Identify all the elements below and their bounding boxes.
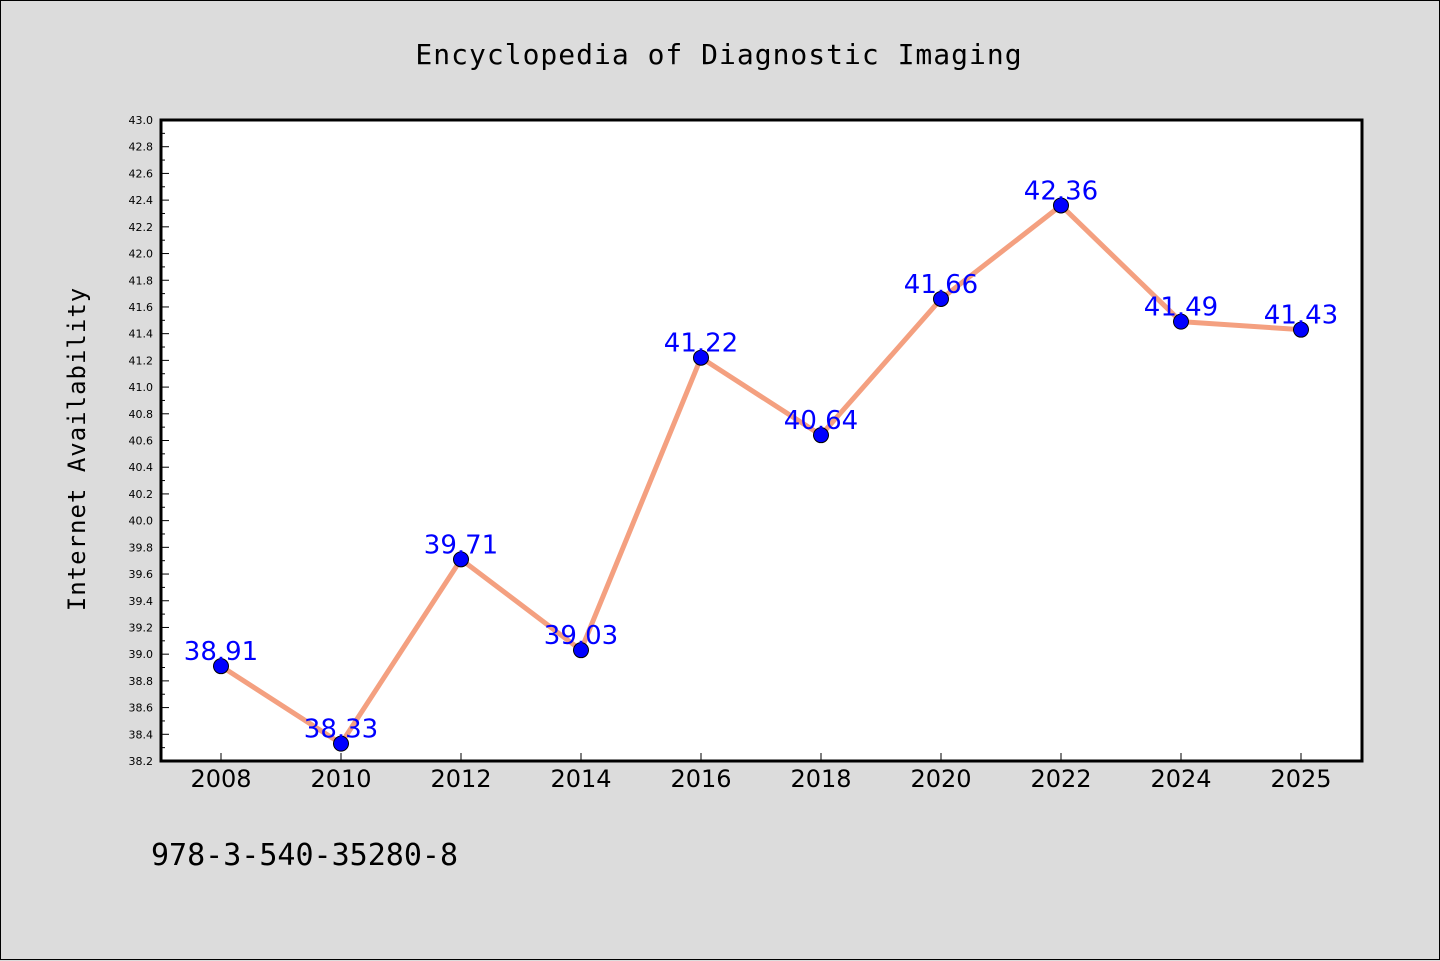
- y-tick-label: 40.8: [129, 408, 154, 421]
- y-tick-label: 42.4: [129, 194, 154, 207]
- x-tick-label: 2018: [790, 765, 851, 793]
- x-tick-label: 2008: [190, 765, 251, 793]
- x-tick-label: 2010: [310, 765, 371, 793]
- y-tick-label: 40.2: [129, 488, 154, 501]
- y-tick-label: 39.4: [129, 595, 154, 608]
- y-tick-label: 43.0: [129, 114, 154, 127]
- data-point: [1173, 313, 1189, 330]
- data-label: 40.64: [784, 406, 858, 436]
- data-label: 41.66: [904, 270, 978, 300]
- x-tick-label: 2024: [1150, 765, 1211, 793]
- y-tick-label: 41.8: [129, 274, 154, 287]
- y-tick-label: 39.8: [129, 541, 154, 554]
- data-point: [333, 735, 349, 752]
- y-tick-label: 38.4: [129, 728, 154, 741]
- data-label: 38.33: [304, 715, 378, 745]
- x-axis: 2008 2010 2012 2014 2016 2018 2020 2022 2024 2025: [190, 753, 1332, 793]
- y-tick-label: 41.2: [129, 354, 154, 367]
- series-line: [218, 202, 1304, 747]
- chart-title: Encyclopedia of Diagnostic Imaging: [415, 38, 1022, 71]
- data-label: 42.36: [1024, 176, 1098, 206]
- y-tick-label: 40.6: [129, 435, 154, 448]
- y-tick-label: 42.8: [129, 141, 154, 154]
- x-tick-label: 2016: [670, 765, 731, 793]
- y-axis: 38.2 38.4 38.6 38.8 39.0 39.2 39.4 39.6 39.8 40.0…: [129, 114, 169, 768]
- x-tick-label: 2012: [430, 765, 491, 793]
- x-tick-label: 2014: [550, 765, 611, 793]
- data-markers: [213, 197, 1309, 752]
- y-tick-label: 41.4: [129, 328, 154, 341]
- data-label: 41.49: [1144, 293, 1218, 323]
- data-point: [933, 290, 949, 307]
- series-line-group: [218, 202, 1304, 747]
- plot-area: [159, 118, 1364, 763]
- data-point: [453, 551, 469, 568]
- y-tick-label: 42.6: [129, 167, 154, 180]
- y-tick-label: 39.0: [129, 648, 154, 661]
- y-tick-label: 41.6: [129, 301, 154, 314]
- x-tick-label: 2022: [1030, 765, 1091, 793]
- data-label: 41.22: [664, 329, 738, 359]
- data-label: 39.03: [544, 621, 618, 651]
- data-point: [693, 349, 709, 366]
- y-tick-label: 39.6: [129, 568, 154, 581]
- y-axis-label: Internet Availability: [63, 287, 91, 611]
- data-label: 41.43: [1264, 301, 1338, 331]
- y-tick-label: 41.0: [129, 381, 154, 394]
- data-point: [813, 427, 829, 444]
- data-label: 38.91: [184, 637, 258, 667]
- y-tick-label: 38.6: [129, 702, 154, 715]
- data-point: [213, 658, 229, 675]
- x-tick-label: 2020: [910, 765, 971, 793]
- y-tick-label: 40.0: [129, 515, 154, 528]
- data-point: [573, 642, 589, 659]
- data-labels: 38.91 38.33 39.71 39.03 41.22 40.64 41.66 42.36…: [184, 176, 1338, 744]
- y-tick-label: 38.2: [129, 755, 154, 768]
- x-tick-label: 2025: [1270, 765, 1331, 793]
- data-point: [1293, 321, 1309, 338]
- data-label: 39.71: [424, 530, 498, 560]
- y-tick-label: 42.0: [129, 248, 154, 261]
- y-tick-label: 38.8: [129, 675, 154, 688]
- data-point: [1053, 197, 1069, 214]
- y-tick-label: 42.2: [129, 221, 154, 234]
- y-tick-label: 40.4: [129, 461, 154, 474]
- y-tick-label: 39.2: [129, 621, 154, 634]
- isbn-footnote: 978-3-540-35280-8: [151, 838, 458, 873]
